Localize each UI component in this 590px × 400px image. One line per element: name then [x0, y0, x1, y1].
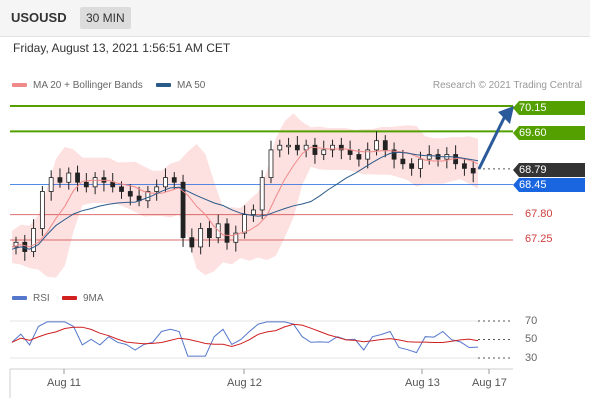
candle-body	[312, 144, 318, 155]
credit-text: Research © 2021 Trading Central	[432, 80, 582, 91]
candle-body	[145, 191, 151, 202]
forecast-arrow-head	[498, 106, 514, 124]
candle-body	[22, 241, 28, 252]
candles	[13, 131, 476, 261]
candle-body	[374, 140, 379, 151]
legend-rsi-label: RSI	[33, 293, 50, 304]
time-axis	[9, 368, 513, 398]
candle-body	[303, 144, 309, 151]
candle-body	[207, 228, 212, 239]
candle-body	[330, 144, 335, 151]
legend-rsi: RSI	[12, 293, 50, 304]
candle-body	[286, 144, 291, 148]
pivot-tag: 68.45	[513, 178, 585, 192]
candle-body	[75, 172, 80, 183]
candle-body	[66, 172, 72, 183]
candle-body	[365, 149, 371, 160]
support-1-label: 67.80	[525, 208, 553, 220]
price-levels	[10, 105, 513, 241]
resistance-2-tag: 70.15	[513, 101, 585, 115]
rsi-tick-30: 30	[525, 352, 538, 364]
candle-body	[127, 191, 133, 197]
ma9-swatch	[62, 296, 77, 301]
symbol-label: USOUSD	[11, 10, 67, 25]
rsi-tick-50: 50	[525, 333, 538, 345]
rsi-panel	[10, 320, 513, 359]
date-tick-aug13: Aug 13	[405, 377, 440, 389]
candle-body	[338, 144, 344, 151]
date-tick-aug17: Aug 17	[472, 377, 507, 389]
ma9-line	[11, 323, 479, 348]
candle-body	[277, 144, 283, 151]
bollinger-band-area	[12, 113, 478, 278]
candle-body	[31, 228, 36, 252]
candle-body	[382, 140, 388, 151]
candle-body	[294, 144, 300, 151]
forecast-arrow-shaft	[477, 113, 508, 170]
date-tick-aug12: Aug 12	[227, 377, 262, 389]
legend-ma20: MA 20 + Bollinger Bands	[12, 80, 143, 91]
candle-body	[250, 209, 256, 215]
rsi-line	[11, 321, 479, 357]
rsi-swatch	[12, 296, 27, 301]
candle-body	[268, 149, 274, 179]
candle-body	[321, 149, 327, 155]
candle-body	[409, 163, 415, 169]
current-price-tag: 68.79	[513, 163, 585, 177]
candle-body	[233, 232, 239, 243]
candle-body	[154, 186, 160, 192]
candle-body	[57, 177, 63, 183]
support-2-label: 67.25	[525, 233, 553, 245]
candle-body	[198, 228, 204, 248]
timestamp: Friday, August 13, 2021 1:56:51 AM CET	[13, 41, 231, 55]
candle-body	[189, 237, 195, 248]
interval-button[interactable]: 30 MIN	[80, 7, 131, 29]
candle-body	[39, 191, 45, 229]
candle-body	[171, 177, 177, 183]
candle-body	[224, 223, 230, 243]
legend-ma50: MA 50	[156, 80, 205, 91]
legend-ma50-label: MA 50	[177, 80, 206, 91]
candle-body	[163, 177, 168, 188]
forecast-arrow	[477, 106, 514, 170]
candle-body	[13, 241, 19, 248]
rsi-tick-70: 70	[525, 315, 538, 327]
candle-body	[418, 158, 423, 169]
candle-body	[259, 177, 265, 211]
candle-body	[92, 177, 98, 188]
bollinger-band	[12, 113, 478, 278]
ma50-line	[11, 151, 479, 250]
candle-body	[119, 186, 124, 192]
legend-ma20-label: MA 20 + Bollinger Bands	[33, 80, 143, 91]
date-tick-aug11: Aug 11	[47, 377, 82, 389]
candle-body	[83, 181, 89, 188]
candle-body	[110, 181, 116, 188]
candle-body	[400, 158, 406, 165]
candle-body	[48, 177, 54, 192]
resistance-1-tag: 69.60	[513, 126, 585, 140]
candle-body	[356, 154, 362, 160]
legend-9ma-label: 9MA	[83, 293, 104, 304]
ma50-swatch	[156, 83, 171, 88]
candle-body	[391, 149, 397, 160]
candle-body	[470, 167, 476, 174]
candle-body	[426, 154, 432, 160]
chart-header: USOUSD 30 MIN	[0, 0, 590, 37]
candle-body	[180, 181, 186, 239]
legend-9ma: 9MA	[62, 293, 104, 304]
candle-body	[462, 163, 467, 169]
ma20-swatch	[12, 83, 27, 88]
candle-body	[242, 214, 248, 234]
moving-averages	[11, 146, 479, 250]
